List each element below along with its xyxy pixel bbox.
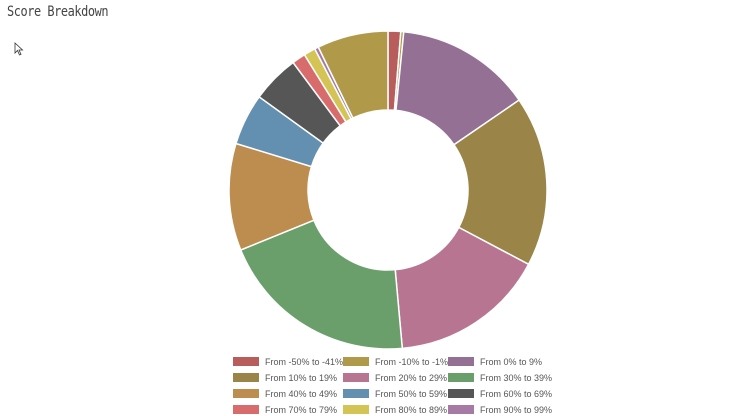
legend-swatch	[233, 357, 259, 366]
legend-label: From 90% to 99%	[480, 404, 553, 415]
legend-label: From 70% to 79%	[265, 404, 338, 415]
donut-slice-4[interactable]	[452, 99, 548, 266]
legend-label: From 20% to 29%	[375, 372, 448, 383]
legend-item[interactable]: From 60% to 69%	[448, 387, 563, 400]
legend-label: From 40% to 49%	[265, 388, 338, 399]
legend-item[interactable]: From -10% to -1%	[343, 355, 448, 368]
legend-item[interactable]: From 30% to 39%	[448, 371, 563, 384]
legend-swatch	[343, 389, 369, 398]
legend-swatch	[448, 357, 474, 366]
legend-label: From 80% to 89%	[375, 404, 448, 415]
legend-item[interactable]: From 20% to 29%	[343, 371, 448, 384]
legend-item[interactable]: From -50% to -41%	[233, 355, 343, 368]
legend-swatch	[233, 389, 259, 398]
legend-item[interactable]: From 80% to 89%	[343, 403, 448, 416]
donut-slice-5[interactable]	[394, 226, 530, 350]
legend-item[interactable]: From 70% to 79%	[233, 403, 343, 416]
donut-slice-13[interactable]	[317, 30, 389, 120]
legend-label: From 60% to 69%	[480, 388, 553, 399]
donut-slice-6[interactable]	[239, 219, 404, 350]
legend-item[interactable]: From 90% to 99%	[448, 403, 563, 416]
legend-label: From 30% to 39%	[480, 372, 553, 383]
legend-label: From 50% to 59%	[375, 388, 448, 399]
legend-label: From -50% to -41%	[265, 356, 344, 367]
legend-swatch	[343, 357, 369, 366]
legend-swatch	[343, 405, 369, 414]
legend-item[interactable]: From 0% to 9%	[448, 355, 563, 368]
page-title: Score Breakdown	[7, 4, 109, 20]
legend-swatch	[448, 389, 474, 398]
legend-swatch	[448, 373, 474, 382]
legend-swatch	[343, 373, 369, 382]
legend-item[interactable]: From 40% to 49%	[233, 387, 343, 400]
legend-swatch	[448, 405, 474, 414]
mouse-cursor-icon	[14, 42, 24, 56]
legend-item[interactable]: From 10% to 19%	[233, 371, 343, 384]
legend-swatch	[233, 405, 259, 414]
donut-slices	[228, 30, 548, 350]
chart-legend: From -50% to -41% From -10% to -1% From 0%…	[233, 355, 563, 416]
legend-label: From 10% to 19%	[265, 372, 338, 383]
legend-label: From -10% to -1%	[375, 356, 449, 367]
legend-item[interactable]: From 50% to 59%	[343, 387, 448, 400]
legend-swatch	[233, 373, 259, 382]
legend-label: From 0% to 9%	[480, 356, 543, 367]
